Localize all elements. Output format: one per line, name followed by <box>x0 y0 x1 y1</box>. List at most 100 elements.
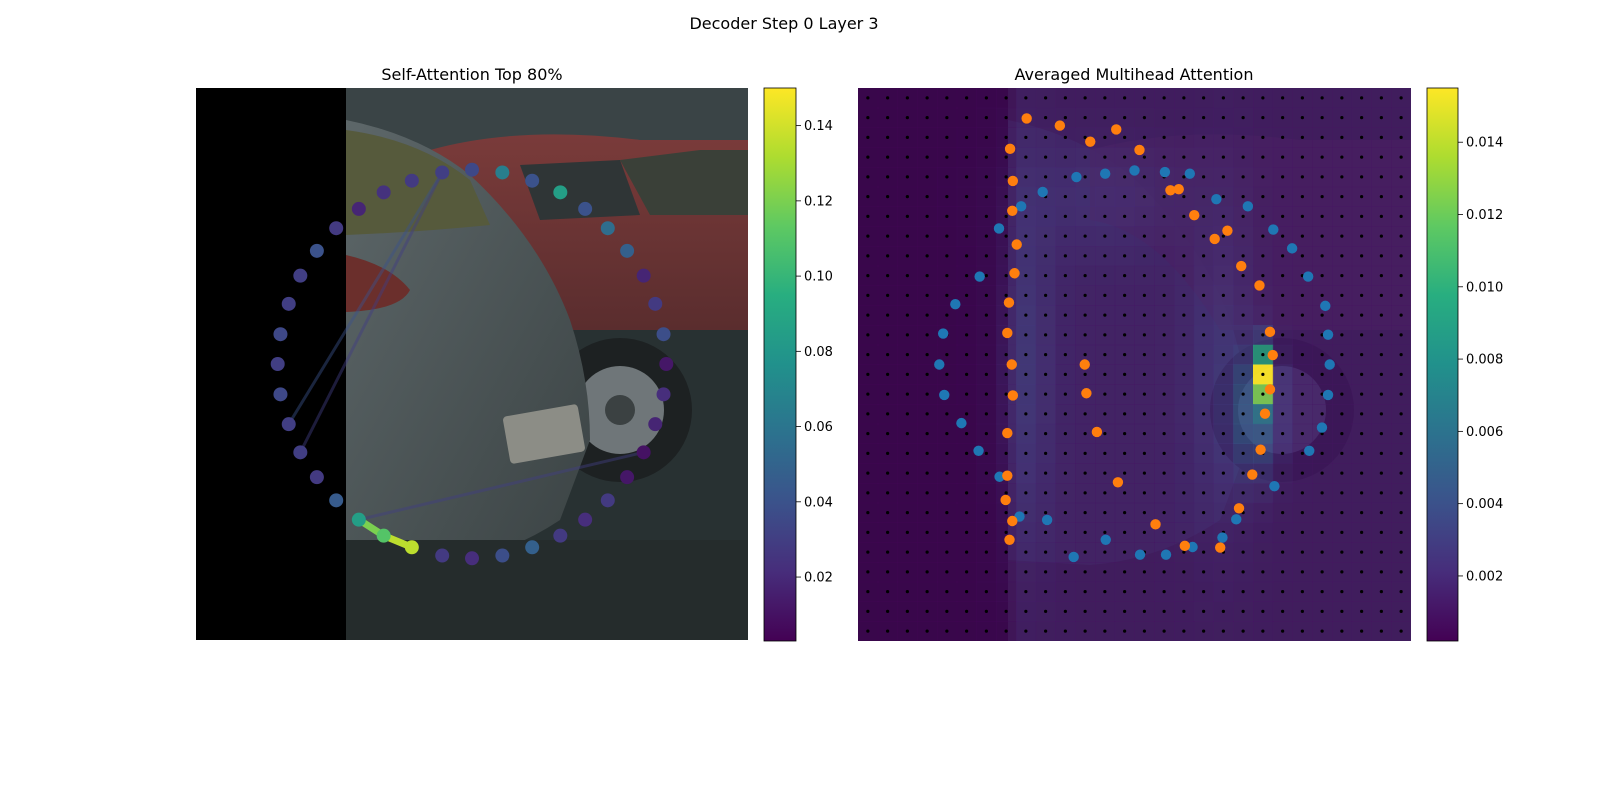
reference-dot <box>1063 451 1067 455</box>
reference-dot <box>1024 432 1028 436</box>
reference-dot <box>866 511 870 515</box>
reference-dot <box>1379 214 1383 218</box>
reference-dot <box>866 155 870 159</box>
sample-point-s1-32 <box>1233 503 1245 514</box>
attention-edge-2 <box>357 450 646 522</box>
reference-dot <box>1044 471 1048 475</box>
reference-dot <box>1379 629 1383 633</box>
reference-dot <box>1221 491 1225 495</box>
reference-dot <box>905 214 909 218</box>
reference-dot <box>1103 155 1107 159</box>
reference-dot <box>1063 372 1067 376</box>
reference-dot <box>886 274 890 278</box>
reference-dot <box>886 530 890 534</box>
reference-dot <box>1360 432 1364 436</box>
reference-dot <box>1202 293 1206 297</box>
reference-dot <box>1221 609 1225 613</box>
reference-dot <box>1083 96 1087 100</box>
sample-point-s1-0 <box>1000 494 1011 506</box>
reference-dot <box>1261 234 1265 238</box>
reference-dot <box>1281 313 1285 317</box>
reference-dot <box>1103 511 1107 515</box>
reference-dot <box>1340 116 1344 120</box>
reference-dot <box>965 116 969 120</box>
reference-dot <box>1261 491 1265 495</box>
reference-dot <box>1063 629 1067 633</box>
reference-dot <box>1360 629 1364 633</box>
reference-dot <box>1123 214 1127 218</box>
reference-dot <box>886 629 890 633</box>
reference-dot <box>1103 96 1107 100</box>
reference-dot <box>1044 155 1048 159</box>
reference-dot <box>1399 313 1403 317</box>
reference-dot <box>1221 234 1225 238</box>
sample-point-s1-9 <box>1009 268 1020 279</box>
reference-dot <box>1103 353 1107 357</box>
reference-dot <box>1162 155 1166 159</box>
reference-dot <box>1340 293 1344 297</box>
sample-point-s1-36 <box>1112 477 1124 488</box>
reference-dot <box>1142 609 1146 613</box>
reference-dot <box>1221 155 1225 159</box>
reference-dot <box>1360 451 1364 455</box>
reference-dot <box>1162 609 1166 613</box>
query-point-32 <box>281 417 296 432</box>
reference-dot <box>925 293 929 297</box>
reference-dot <box>1142 96 1146 100</box>
reference-dot <box>1261 471 1265 475</box>
query-point-36 <box>351 512 366 527</box>
reference-dot <box>1320 432 1324 436</box>
reference-dot <box>1024 530 1028 534</box>
reference-dot <box>1044 392 1048 396</box>
reference-dot <box>905 432 909 436</box>
reference-dot <box>1320 214 1324 218</box>
reference-dot <box>984 175 988 179</box>
reference-dot <box>984 96 988 100</box>
reference-dot <box>1281 293 1285 297</box>
reference-dot <box>1399 116 1403 120</box>
reference-dot <box>984 234 988 238</box>
sample-point-s1-13 <box>1004 143 1016 155</box>
reference-dot <box>965 511 969 515</box>
reference-dot <box>1379 609 1383 613</box>
reference-dot <box>1221 372 1225 376</box>
reference-dot <box>1360 372 1364 376</box>
reference-dot <box>945 155 949 159</box>
reference-dot <box>1202 412 1206 416</box>
reference-dot <box>866 214 870 218</box>
reference-dot <box>1202 333 1206 337</box>
reference-dot <box>1063 234 1067 238</box>
reference-dot <box>1300 451 1304 455</box>
sample-point-s0-11 <box>1037 186 1048 198</box>
reference-dot <box>1083 293 1087 297</box>
reference-dot <box>965 353 969 357</box>
reference-dot <box>1281 333 1285 337</box>
reference-dot <box>905 116 909 120</box>
reference-dot <box>1300 372 1304 376</box>
reference-dot <box>1123 333 1127 337</box>
reference-dot <box>965 629 969 633</box>
reference-dot <box>1142 274 1146 278</box>
reference-dot <box>925 629 929 633</box>
query-point-1 <box>465 551 479 566</box>
reference-dot <box>1300 550 1304 554</box>
sample-point-s0-17 <box>1129 165 1140 176</box>
reference-dot <box>984 392 988 396</box>
reference-dot <box>925 234 929 238</box>
reference-dot <box>905 293 909 297</box>
query-point-30 <box>270 357 285 371</box>
reference-dot <box>925 135 929 139</box>
reference-dot <box>1202 471 1206 475</box>
reference-dot <box>1162 590 1166 594</box>
reference-dot <box>1379 234 1383 238</box>
query-point-34 <box>309 470 324 485</box>
reference-dot <box>1241 234 1245 238</box>
reference-dot <box>984 570 988 574</box>
reference-dot <box>905 155 909 159</box>
reference-dot <box>1360 293 1364 297</box>
sample-point-s0-15 <box>1099 168 1111 179</box>
reference-dot <box>1379 293 1383 297</box>
sample-point-s1-24 <box>1236 260 1247 272</box>
reference-dot <box>1024 392 1028 396</box>
reference-dot <box>1261 629 1265 633</box>
